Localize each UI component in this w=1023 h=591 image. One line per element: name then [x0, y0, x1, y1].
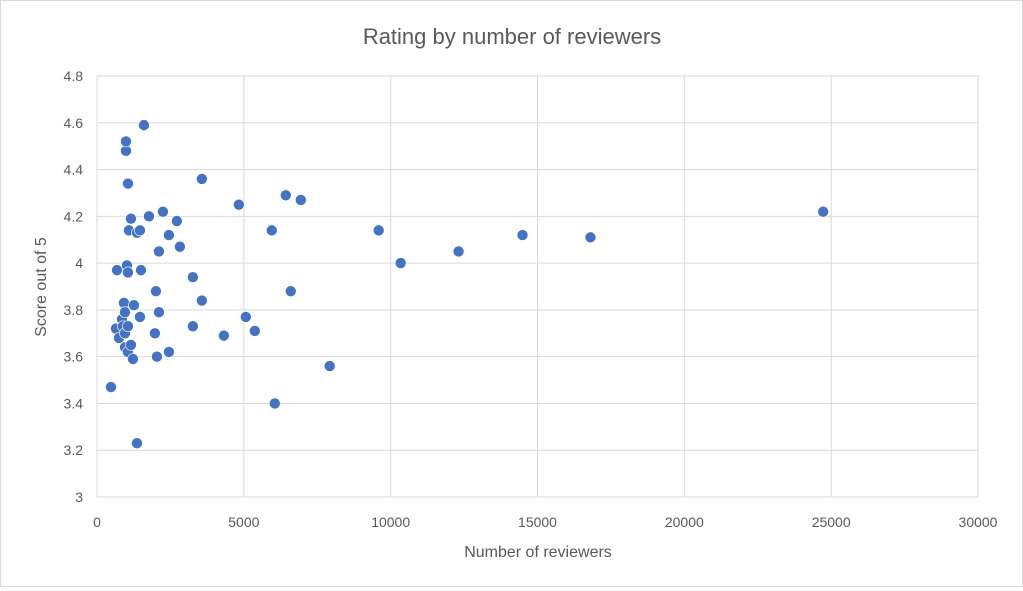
data-point: [196, 294, 208, 307]
data-point: [131, 437, 143, 450]
data-point: [187, 271, 199, 283]
y-tick-label: 4.6: [64, 115, 84, 131]
data-point: [125, 212, 137, 225]
data-point: [218, 329, 230, 342]
data-point: [196, 173, 208, 185]
data-point: [323, 360, 336, 372]
data-point: [372, 224, 385, 237]
data-point: [249, 325, 261, 337]
x-tick-label: 20000: [665, 514, 704, 530]
data-point: [120, 135, 132, 148]
data-point: [268, 397, 281, 410]
y-tick-label: 4: [75, 255, 83, 271]
data-point: [153, 306, 165, 319]
data-point: [122, 266, 134, 279]
y-tick-label: 4.2: [64, 208, 84, 224]
y-tick-label: 3: [75, 489, 83, 505]
data-point: [127, 353, 139, 365]
data-point: [817, 205, 829, 218]
data-points: [105, 119, 829, 450]
data-point: [105, 381, 117, 393]
y-tick-label: 4.8: [64, 68, 84, 84]
data-point: [134, 224, 146, 237]
data-point: [516, 229, 529, 241]
data-point: [138, 119, 150, 131]
data-point: [134, 311, 146, 323]
data-point: [284, 285, 297, 297]
data-point: [119, 306, 131, 319]
x-tick-label: 0: [93, 514, 101, 530]
data-point: [135, 264, 147, 276]
y-axis-label: Score out of 5: [33, 237, 50, 337]
data-point: [171, 215, 183, 227]
data-point: [584, 231, 597, 244]
gridlines: [96, 75, 979, 498]
data-point: [153, 245, 165, 258]
data-point: [279, 189, 292, 202]
data-point: [111, 264, 123, 276]
chart-title: Rating by number of reviewers: [363, 24, 661, 49]
x-tick-label: 30000: [959, 514, 998, 530]
data-point: [157, 205, 169, 218]
x-tick-label: 10000: [371, 514, 410, 530]
data-point: [265, 224, 278, 237]
data-point: [143, 210, 155, 223]
data-point: [174, 240, 186, 253]
y-tick-label: 3.8: [64, 302, 84, 318]
x-tick-label: 25000: [812, 514, 851, 530]
data-point: [394, 257, 407, 269]
x-tick-label: 15000: [518, 514, 557, 530]
data-point: [233, 198, 245, 211]
data-point: [151, 350, 163, 363]
y-tick-label: 4.4: [64, 162, 84, 178]
data-point: [122, 320, 134, 333]
data-point: [240, 311, 252, 323]
data-point: [163, 346, 175, 358]
data-point: [294, 194, 307, 206]
data-point: [187, 320, 199, 333]
data-point: [122, 177, 134, 190]
tick-labels: 3 3.2 3.4 3.6 3.8 4 4.2 4.4 4.6 4.8 0 5000 10000 1500…: [64, 68, 998, 530]
data-point: [128, 299, 140, 312]
data-point: [452, 245, 465, 258]
y-tick-label: 3.2: [64, 442, 84, 458]
data-point: [163, 229, 175, 241]
x-axis-label: Number of reviewers: [464, 544, 612, 561]
x-tick-label: 5000: [228, 514, 259, 530]
data-point: [150, 285, 162, 297]
data-point: [125, 339, 137, 351]
y-tick-label: 3.6: [64, 349, 84, 365]
y-tick-label: 3.4: [64, 395, 84, 411]
data-point: [149, 327, 161, 340]
